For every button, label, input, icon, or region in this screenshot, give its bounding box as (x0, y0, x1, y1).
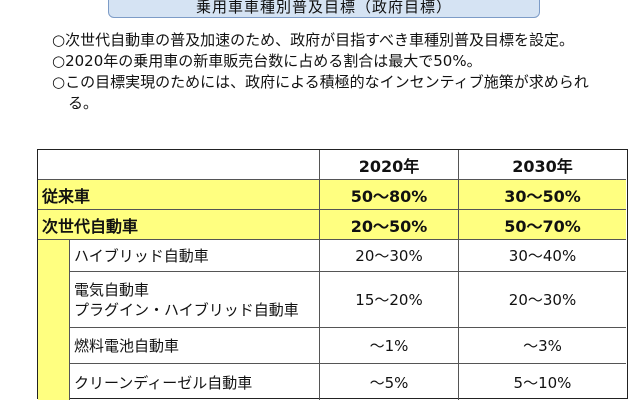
header-2020: 2020年 (320, 150, 459, 180)
note-item: ○2020年の乗用車の新車販売台数に占める割合は最大で50%。 (52, 52, 482, 70)
cell-2020: 20〜50% (320, 210, 459, 240)
cell-2030: 5〜10% (513, 373, 572, 392)
table-row: 燃料電池自動車 〜1% 〜3% (70, 328, 627, 364)
table-row: クリーンディーゼル自動車 〜5% 5〜10% (70, 364, 627, 400)
header-2030: 2030年 (459, 150, 626, 180)
row-label-clean-diesel: クリーンディーゼル自動車 (70, 364, 320, 400)
notes-list: ○次世代自動車の普及加速のため、政府が目指すべき車種別普及目標を設定。 ○202… (52, 30, 612, 114)
table-row: 次世代自動車 20〜50% 50〜70% (38, 210, 627, 240)
indent-strip (38, 240, 70, 400)
cell-2020: 〜1% (320, 328, 459, 364)
row-label-phev: プラグイン・ハイブリッド自動車 (74, 300, 299, 319)
page-title: 乗用車車種別普及目標（政府目標） (108, 0, 540, 18)
target-table: 2020年 2030年 従来車 50〜80% 30〜50% 次世代自動車 20〜… (37, 149, 628, 400)
cell-2030: 30〜40% (459, 240, 626, 272)
cell-2030: 30〜50% (459, 180, 626, 210)
cell-2030: 20〜30% (459, 272, 626, 328)
table-row: ハイブリッド自動車 20〜30% 30〜40% (70, 240, 627, 272)
row-label-hybrid: ハイブリッド自動車 (70, 240, 320, 272)
cell-2020: 20〜30% (320, 240, 459, 272)
table-row: 従来車 50〜80% 30〜50% (38, 180, 627, 210)
cell-2030: 〜3% (459, 328, 626, 364)
cell-2020: 〜5% (320, 364, 459, 400)
table-row: 電気自動車 プラグイン・ハイブリッド自動車 15〜20% 20〜30% (70, 272, 627, 328)
row-label-ev-phev: 電気自動車 プラグイン・ハイブリッド自動車 (70, 272, 320, 328)
row-label-next-gen: 次世代自動車 (38, 210, 320, 240)
cell-2030: 50〜70% (459, 210, 626, 240)
row-label-ev: 電気自動車 (74, 280, 150, 299)
note-item: ○次世代自動車の普及加速のため、政府が目指すべき車種別普及目標を設定。 (52, 31, 575, 49)
cell-2020: 15〜20% (320, 272, 459, 328)
row-label-fuel-cell: 燃料電池自動車 (70, 328, 320, 364)
note-item: ○この目標実現のためには、政府による積極的なインセンティブ施策が求められる。 (52, 73, 589, 112)
table-header-row: 2020年 2030年 (38, 150, 627, 180)
cell-2020: 50〜80% (320, 180, 459, 210)
header-empty-cell (38, 150, 320, 180)
row-label-conventional: 従来車 (38, 180, 320, 210)
